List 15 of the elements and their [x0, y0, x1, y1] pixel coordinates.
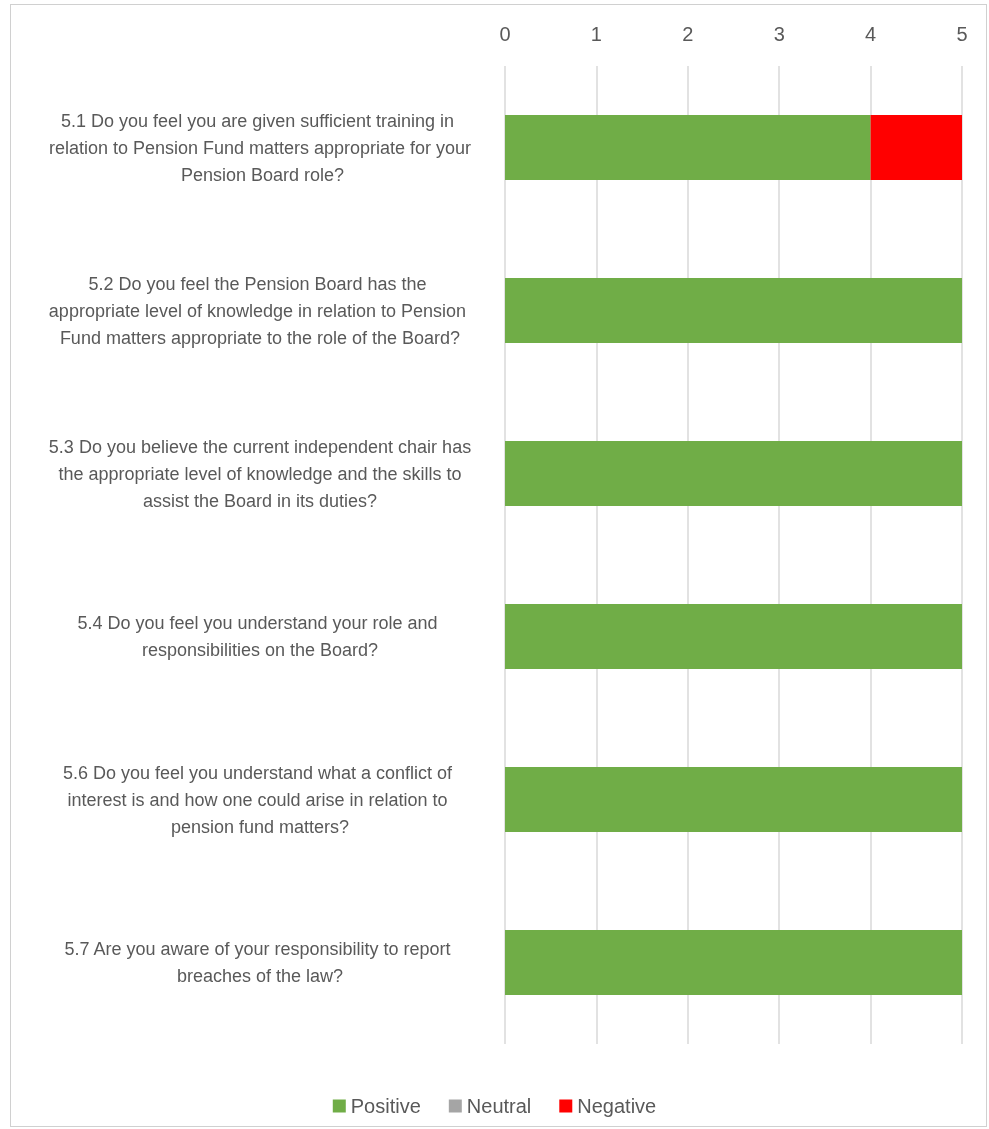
- x-tick-label: 3: [773, 23, 785, 45]
- x-tick-label: 0: [499, 23, 511, 45]
- legend-label: Negative: [577, 1095, 657, 1117]
- y-tick-label: 5.7 Are you aware of your responsibility to report breaches of the law?: [64, 939, 456, 986]
- y-tick-label: 5.2 Do you feel the Pension Board has the appropriate level of knowledge in relation to Pension Fund matters appropriate to the role of the Board?: [48, 273, 472, 348]
- x-tick-label: 1: [590, 23, 602, 45]
- y-tick-label: 5.3 Do you believe the current independent chair has the appropriate level of knowledge and the skills to assist the Board in its duties?: [48, 436, 472, 511]
- x-tick-label: 2: [682, 23, 694, 45]
- legend-label: Positive: [350, 1095, 421, 1117]
- y-tick-label: 5.6 Do you feel you understand what a conflict of interest is and how one could arise in relation to pension fund matters?: [62, 762, 458, 837]
- y-tick-label: 5.1 Do you feel you are given sufficient training in relation to Pension Fund matters appropriate for your Pension Board role?: [48, 110, 472, 185]
- legend-label: Neutral: [466, 1095, 532, 1117]
- y-tick-label: 5.4 Do you feel you understand your role and responsibilities on the Board?: [77, 613, 443, 660]
- x-tick-label: 5: [956, 23, 968, 45]
- x-tick-label: 4: [865, 23, 877, 45]
